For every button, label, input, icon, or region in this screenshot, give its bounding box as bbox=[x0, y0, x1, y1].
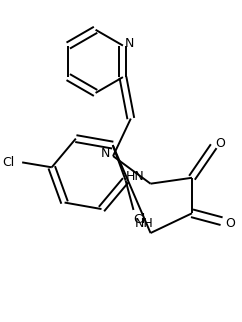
Text: O: O bbox=[216, 137, 226, 150]
Text: O: O bbox=[226, 217, 235, 230]
Text: N: N bbox=[125, 37, 135, 50]
Text: N: N bbox=[100, 147, 110, 160]
Text: HN: HN bbox=[125, 170, 144, 183]
Text: Cl: Cl bbox=[2, 156, 15, 169]
Text: NH: NH bbox=[135, 217, 154, 230]
Text: Cl: Cl bbox=[133, 213, 145, 226]
